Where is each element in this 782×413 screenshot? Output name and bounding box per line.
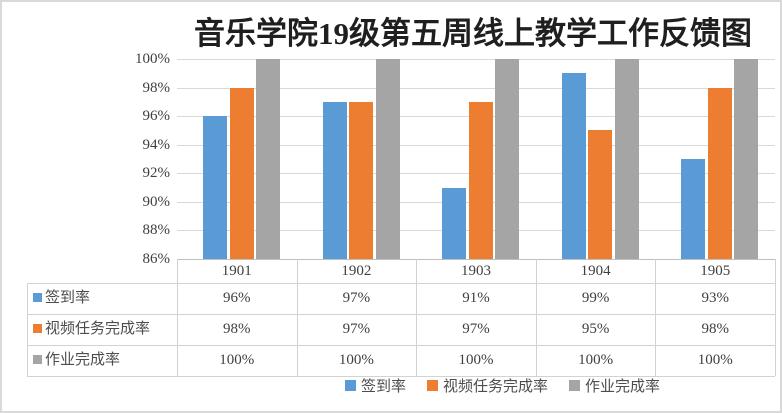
table-cell-value: 100% (458, 352, 494, 368)
series-color-swatch (33, 324, 42, 333)
x-axis-line (177, 259, 775, 260)
x-axis-category-label: 1903 (460, 263, 491, 279)
bar (256, 59, 280, 259)
bar (707, 87, 732, 259)
table-cell-value: 98% (223, 321, 251, 337)
series-color-swatch (33, 293, 42, 302)
bar (375, 59, 400, 259)
y-axis-tick-label: 96% (142, 108, 171, 125)
table-cell-value: 99% (581, 290, 610, 306)
legend-label: 作业完成率 (585, 379, 661, 395)
x-axis-category-label: 1901 (221, 263, 252, 279)
table-cell-value: 98% (701, 321, 729, 337)
bar (588, 130, 613, 259)
table-row-border (27, 345, 775, 346)
y-axis-tick-label: 92% (142, 165, 171, 182)
table-row-header: 作业完成率 (45, 352, 121, 368)
bar (614, 59, 639, 259)
bar (561, 73, 586, 259)
table-cell-value: 97% (342, 290, 371, 306)
table-cell-value: 100% (219, 352, 255, 368)
legend-color-swatch (345, 380, 356, 391)
table-row-border (27, 314, 775, 315)
table-cell-value: 100% (338, 352, 374, 368)
table-cell-value: 97% (462, 321, 490, 337)
series-color-swatch (33, 355, 42, 364)
gridline (177, 87, 775, 89)
table-column-border (535, 259, 537, 376)
table-row-header: 签到率 (45, 290, 91, 306)
legend-item: 视频任务完成率 (427, 375, 548, 396)
bar (681, 159, 706, 259)
table-column-border (655, 259, 657, 376)
bar (203, 116, 227, 259)
table-column-border (177, 259, 178, 376)
chart-title: 音乐学院19级第五周线上教学工作反馈图 (194, 16, 752, 51)
table-row-border (27, 376, 775, 377)
bar (468, 101, 493, 259)
y-axis-tick-label: 88% (142, 222, 171, 239)
table-cell-value: 95% (581, 321, 610, 337)
y-axis-tick-label: 86% (142, 251, 171, 267)
bar (229, 87, 254, 259)
legend: 签到率 视频任务完成率 作业完成率 (345, 375, 660, 396)
y-axis-tick-label: 100% (135, 51, 170, 67)
legend-label: 签到率 (361, 379, 407, 395)
y-axis-tick-label: 94% (142, 136, 171, 153)
legend-label: 视频任务完成率 (443, 379, 549, 395)
table-left-border (27, 283, 28, 376)
bar (442, 187, 467, 259)
table-column-border (775, 259, 776, 376)
legend-item: 作业完成率 (569, 375, 660, 396)
table-cell-value: 100% (697, 352, 733, 368)
table-cell-value: 97% (342, 321, 371, 337)
x-axis-category-label: 1905 (700, 263, 731, 279)
table-column-border (296, 259, 298, 376)
bar (495, 59, 520, 259)
legend-color-swatch (569, 380, 581, 391)
bar (322, 101, 347, 259)
legend-item: 签到率 (345, 375, 406, 396)
table-cell-value: 100% (578, 352, 614, 368)
table-cell-value: 96% (223, 290, 251, 306)
table-cell-value: 91% (462, 290, 490, 306)
table-column-border (416, 259, 418, 376)
table-row-border (27, 283, 775, 284)
x-axis-category-label: 1902 (341, 263, 372, 279)
table-cell-value: 93% (701, 290, 729, 306)
table-row-header: 视频任务完成率 (45, 321, 151, 337)
y-axis-tick-label: 90% (142, 193, 171, 210)
x-axis-category-label: 1904 (580, 263, 611, 279)
gridline (177, 59, 775, 60)
y-axis-tick-label: 98% (142, 79, 171, 96)
bar (734, 59, 759, 259)
legend-color-swatch (427, 380, 439, 391)
bar (349, 101, 374, 259)
